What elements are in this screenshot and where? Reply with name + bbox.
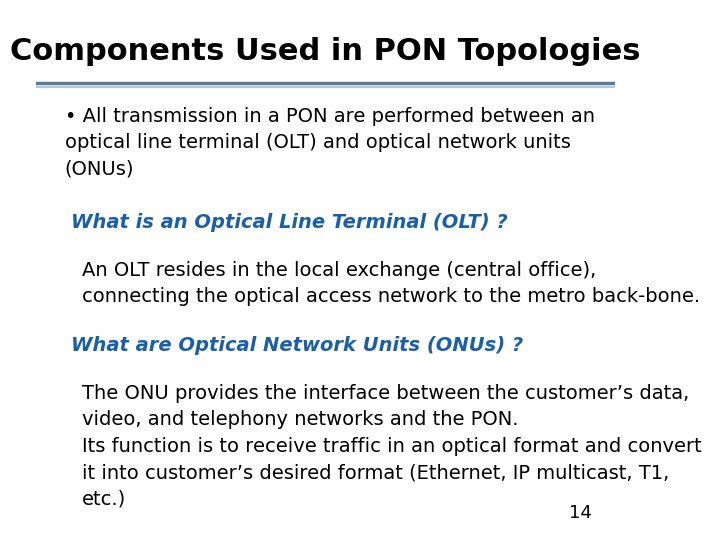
Text: Components Used in PON Topologies: Components Used in PON Topologies bbox=[10, 37, 641, 67]
Text: 14: 14 bbox=[570, 504, 592, 522]
Text: The ONU provides the interface between the customer’s data,
video, and telephony: The ONU provides the interface between t… bbox=[82, 384, 702, 509]
Text: • All transmission in a PON are performed between an
optical line terminal (OLT): • All transmission in a PON are performe… bbox=[65, 107, 595, 179]
Text: What is an Optical Line Terminal (OLT) ?: What is an Optical Line Terminal (OLT) ? bbox=[71, 213, 508, 232]
Text: What are Optical Network Units (ONUs) ?: What are Optical Network Units (ONUs) ? bbox=[71, 335, 523, 354]
Text: An OLT resides in the local exchange (central office),
connecting the optical ac: An OLT resides in the local exchange (ce… bbox=[82, 261, 700, 307]
